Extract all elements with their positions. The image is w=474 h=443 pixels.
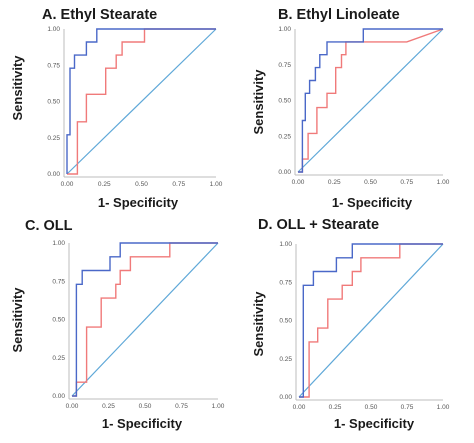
x-tick-label: 0.25	[98, 181, 111, 188]
y-tick-label: 0.75	[278, 62, 291, 69]
y-tick-label: 0.75	[52, 278, 65, 285]
reference-line	[297, 28, 444, 173]
y-tick-label: 0.00	[279, 394, 292, 401]
y-tick-label: 0.50	[278, 98, 291, 105]
panel-b-xlabel: 1- Specificity	[332, 195, 413, 210]
x-tick-label: 0.75	[175, 403, 188, 410]
blue-roc-curve	[72, 242, 218, 397]
y-tick-label: 0.00	[52, 393, 65, 400]
panel-c: C. OLL Sensitivity 1- Specificity 0.00 0.…	[10, 218, 225, 431]
panel-b-title: B. Ethyl Linoleate	[278, 7, 400, 23]
panel-d-ylabel: Sensitivity	[251, 291, 266, 357]
red-roc-curve	[72, 242, 218, 397]
x-tick-label: 0.00	[292, 179, 305, 186]
y-tick-label: 0.75	[279, 279, 292, 286]
panel-c-plot: 0.00 0.25 0.50 0.75 1.00 0.00 0.25 0.50 0.75 1.00	[52, 240, 224, 410]
reference-line	[71, 242, 219, 397]
panel-a-ylabel: Sensitivity	[10, 55, 25, 121]
panel-a-plot: 0.00 0.25 0.50 0.75 1.00 0.00 0.25 0.50 0.75 1.00	[47, 26, 222, 188]
x-tick-label: 0.25	[328, 179, 341, 186]
y-tick-label: 0.25	[278, 133, 291, 140]
x-tick-label: 0.25	[102, 403, 115, 410]
red-roc-curve	[298, 28, 444, 173]
blue-roc-curve	[298, 28, 443, 173]
panel-b: B. Ethyl Linoleate Sensitivity 1- Specif…	[251, 7, 450, 210]
y-tick-label: 1.00	[278, 26, 291, 33]
y-tick-label: 0.50	[52, 317, 65, 324]
panel-c-title: C. OLL	[25, 218, 73, 234]
panel-b-plot: 0.00 0.25 0.50 0.75 1.00 0.00 0.25 0.50 0.75 1.00	[278, 26, 449, 186]
x-tick-label: 0.00	[61, 181, 74, 188]
x-tick-label: 0.50	[364, 179, 377, 186]
red-roc-curve	[67, 28, 216, 175]
panel-a-xlabel: 1- Specificity	[98, 195, 179, 210]
panel-d: D. OLL + Stearate Sensitivity 1- Specifi…	[251, 217, 450, 431]
x-tick-label: 0.75	[401, 404, 414, 411]
x-tick-label: 0.50	[139, 403, 152, 410]
y-tick-label: 0.00	[47, 171, 60, 178]
panel-d-xlabel: 1- Specificity	[334, 416, 415, 431]
x-tick-label: 0.50	[135, 181, 148, 188]
x-tick-label: 1.00	[437, 404, 450, 411]
y-tick-label: 0.00	[278, 169, 291, 176]
y-tick-label: 1.00	[52, 240, 65, 247]
blue-roc-curve	[299, 243, 443, 398]
x-tick-label: 0.75	[400, 179, 413, 186]
blue-roc-curve	[66, 28, 216, 174]
y-tick-label: 1.00	[47, 26, 60, 33]
y-tick-label: 0.50	[279, 318, 292, 325]
y-tick-label: 0.25	[279, 356, 292, 363]
y-tick-label: 0.25	[52, 355, 65, 362]
panel-c-xlabel: 1- Specificity	[102, 416, 183, 431]
reference-line	[298, 243, 444, 398]
panel-c-ylabel: Sensitivity	[10, 287, 25, 353]
reference-line	[66, 28, 217, 175]
x-tick-label: 1.00	[212, 403, 225, 410]
y-tick-label: 1.00	[279, 241, 292, 248]
panel-d-plot: 0.00 0.25 0.50 0.75 1.00 0.00 0.25 0.50 0.75 1.00	[279, 241, 449, 411]
panel-a-title: A. Ethyl Stearate	[42, 7, 157, 23]
x-tick-label: 0.50	[365, 404, 378, 411]
panel-d-title: D. OLL + Stearate	[258, 217, 379, 233]
x-tick-label: 0.25	[329, 404, 342, 411]
x-tick-label: 0.00	[293, 404, 306, 411]
panel-a: A. Ethyl Stearate Sensitivity 1- Specifi…	[10, 7, 223, 210]
red-roc-curve	[299, 243, 443, 398]
x-tick-label: 0.75	[172, 181, 185, 188]
x-tick-label: 0.00	[66, 403, 79, 410]
x-tick-label: 1.00	[437, 179, 450, 186]
y-tick-label: 0.75	[47, 62, 60, 69]
y-tick-label: 0.50	[47, 99, 60, 106]
panel-b-ylabel: Sensitivity	[251, 69, 266, 135]
y-tick-label: 0.25	[47, 135, 60, 142]
x-tick-label: 1.00	[210, 181, 223, 188]
